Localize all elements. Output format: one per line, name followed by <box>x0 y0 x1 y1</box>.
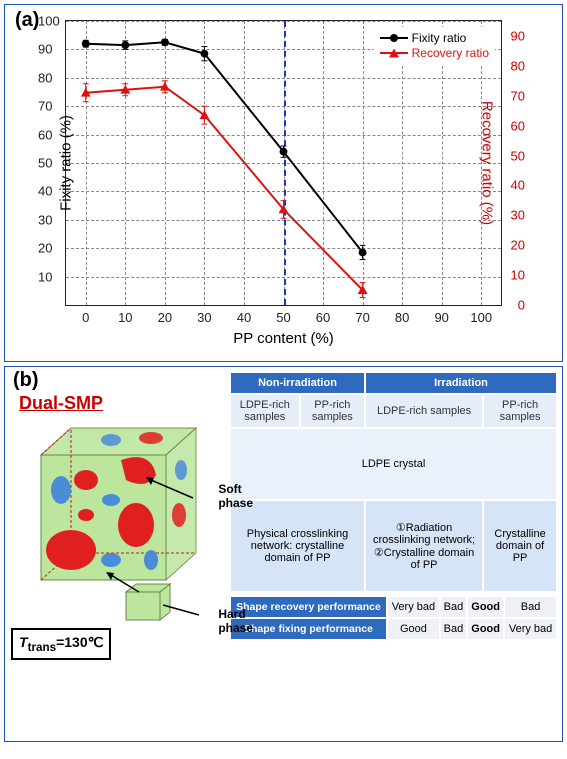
panel-a: (a) 010203040506070809010010203040506070… <box>4 4 563 362</box>
perf-cell: Bad <box>441 619 466 639</box>
chart-legend: Fixity ratioRecovery ratio <box>374 27 495 64</box>
panel-b-left: Dual-SMP Softphase Hardphase Ttrans=130℃ <box>5 367 225 741</box>
sub-col-1: PP-rich samples <box>301 395 364 427</box>
panel-b-right: Non-irradiation Irradiation LDPE-rich sa… <box>225 367 562 741</box>
perf-cell: Bad <box>441 597 466 617</box>
panel-a-label: (a) <box>15 9 39 32</box>
hard-cell-0: Physical crosslinking network: crystalli… <box>231 501 364 591</box>
dual-smp-title: Dual-SMP <box>19 393 219 414</box>
smp-table: Non-irradiation Irradiation LDPE-rich sa… <box>229 371 558 593</box>
perf-cell: Good <box>388 619 439 639</box>
sub-col-2: LDPE-rich samples <box>366 395 482 427</box>
t-trans-box: Ttrans=130℃ <box>11 628 111 660</box>
chart-plot-area: 0102030405060708090100102030405060708090… <box>65 20 502 306</box>
performance-table: Shape recovery performanceVery badBadGoo… <box>229 595 558 641</box>
sub-col-0: LDPE-rich samples <box>231 395 299 427</box>
soft-phase-label: Softphase <box>218 482 253 510</box>
hard-cell-1: ①Radiation crosslinking network; ②Crysta… <box>366 501 482 591</box>
perf-row-label: Shape recovery performance <box>231 597 386 617</box>
hard-phase-label: Hardphase <box>218 607 253 635</box>
perf-cell: Bad <box>505 597 556 617</box>
perf-cell: Good <box>468 619 503 639</box>
panel-b-label: (b) <box>13 369 39 392</box>
sub-col-3: PP-rich samples <box>484 395 556 427</box>
col-irr: Irradiation <box>366 373 556 393</box>
x-axis-label: PP content (%) <box>233 330 334 347</box>
soft-cell: LDPE crystal <box>231 429 556 499</box>
cube-diagram <box>11 420 211 620</box>
perf-row-label: Shape fixing performance <box>231 619 386 639</box>
panel-b: (b) Dual-SMP Softphase Hardphase <box>4 366 563 742</box>
perf-cell: Very bad <box>388 597 439 617</box>
perf-cell: Good <box>468 597 503 617</box>
col-non-irr: Non-irradiation <box>231 373 364 393</box>
hard-cell-2: Crystalline domain of PP <box>484 501 556 591</box>
perf-cell: Very bad <box>505 619 556 639</box>
